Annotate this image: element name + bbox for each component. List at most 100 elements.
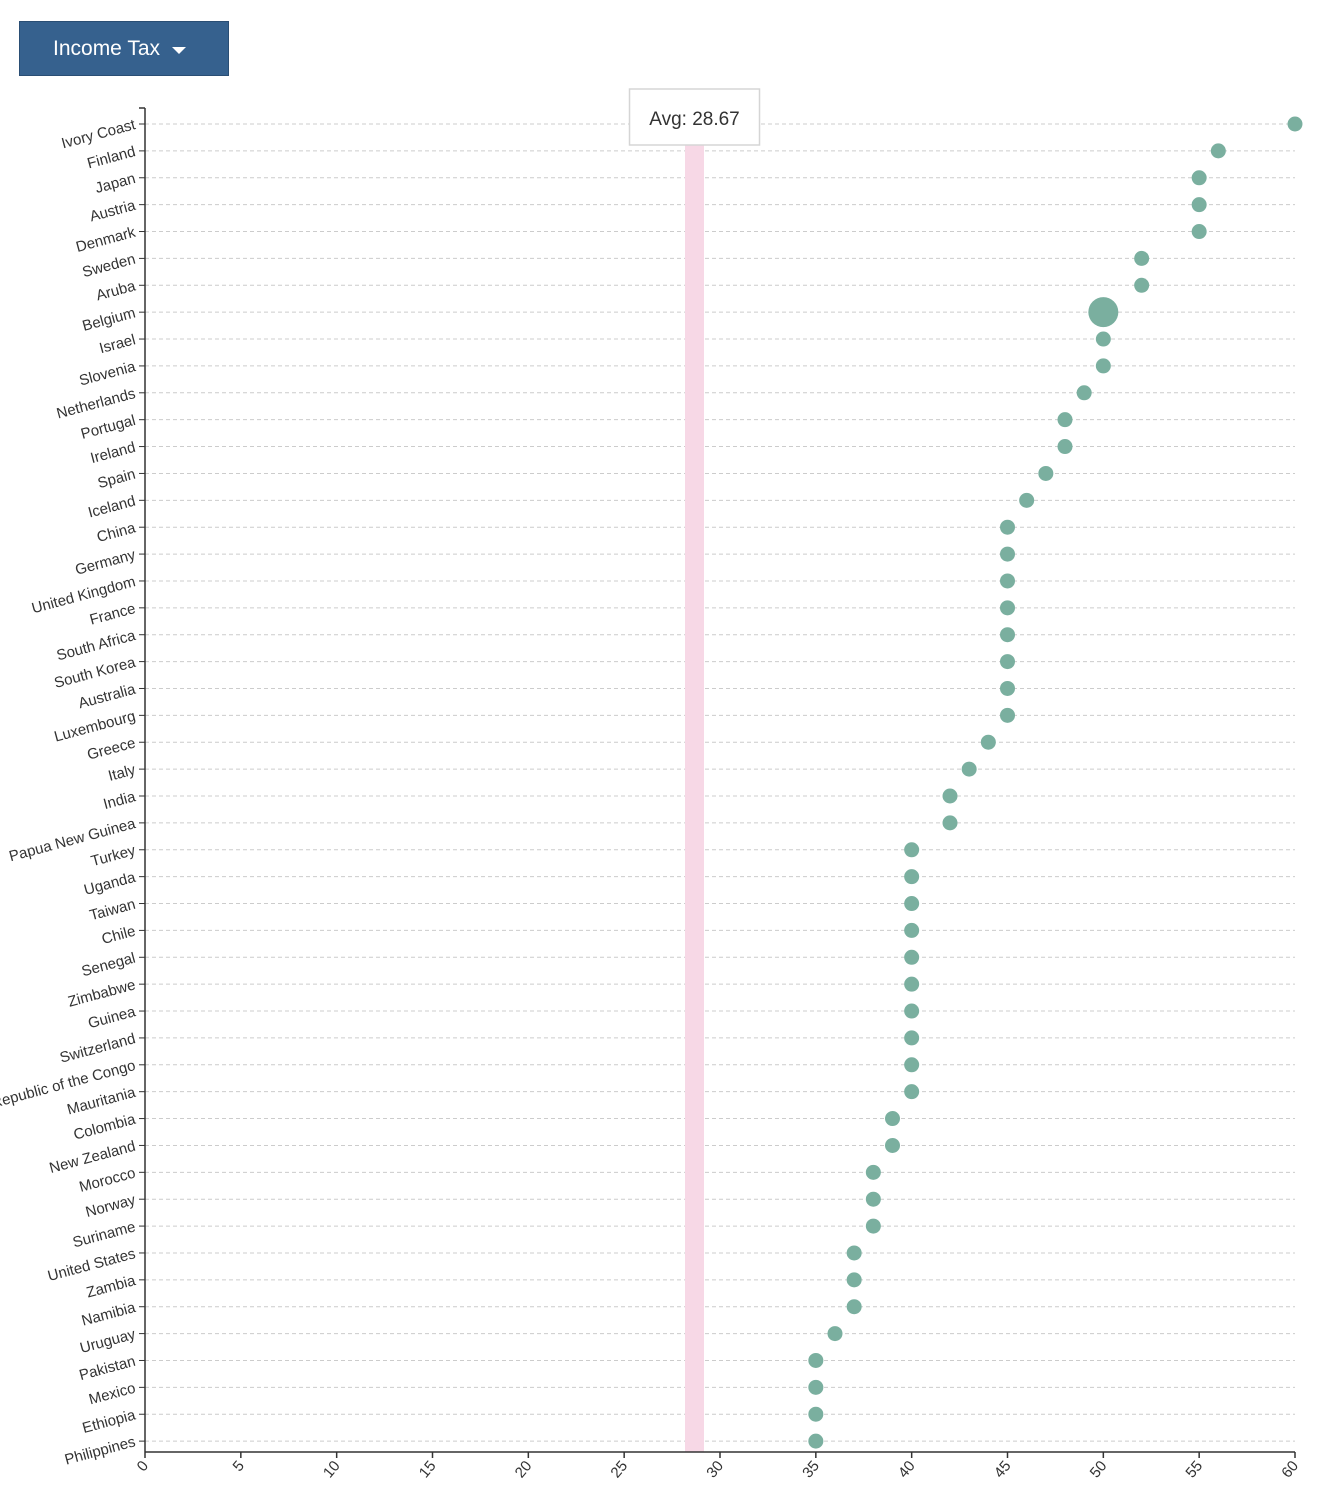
data-point[interactable] (1088, 297, 1119, 328)
income-tax-dropdown[interactable]: Income Tax (19, 21, 229, 76)
data-point[interactable] (808, 1433, 824, 1449)
data-point[interactable] (1134, 277, 1150, 293)
data-point[interactable] (1095, 358, 1111, 374)
average-band (685, 144, 705, 1452)
data-point[interactable] (1000, 627, 1015, 643)
data-point[interactable] (904, 1057, 920, 1073)
y-tick-label: Pakistan (77, 1353, 137, 1384)
data-point[interactable] (865, 1218, 881, 1234)
data-point[interactable] (808, 1406, 824, 1422)
x-tick-label: 35 (799, 1458, 823, 1482)
y-tick-label: Zambia (85, 1272, 138, 1302)
x-axis-labels: 0 5 10 15 20 25 30 35 40 45 50 55 60 (134, 1458, 1302, 1482)
y-tick-label: Finland (85, 143, 137, 172)
y-tick-label: Morocco (77, 1165, 137, 1196)
y-tick-label: Taiwan (88, 896, 138, 925)
y-tick-label: Italy (106, 761, 137, 785)
y-axis-labels: Ivory CoastFinlandJapanAustriaDenmarkSwe… (0, 116, 138, 1469)
y-tick-label: Japan (93, 170, 137, 197)
data-point[interactable] (1191, 197, 1207, 213)
data-point[interactable] (904, 1003, 920, 1019)
data-point[interactable] (904, 896, 920, 912)
data-point[interactable] (1057, 412, 1073, 428)
y-tick-label: Austria (88, 197, 138, 226)
y-tick-label: Senegal (80, 950, 138, 981)
data-point[interactable] (865, 1191, 881, 1207)
data-point[interactable] (865, 1164, 881, 1180)
y-tick-label: Philippines (63, 1433, 137, 1468)
average-tooltip: Avg: 28.67 (628, 88, 761, 146)
data-point[interactable] (980, 734, 996, 750)
y-tick-label: Turkey (89, 842, 138, 870)
data-point[interactable] (827, 1326, 843, 1342)
x-tick-label: 55 (1182, 1458, 1206, 1482)
data-point[interactable] (846, 1245, 862, 1261)
data-point[interactable] (1191, 170, 1207, 186)
y-tick-label: Aruba (94, 277, 138, 304)
y-tick-label: Namibia (80, 1299, 138, 1330)
data-point[interactable] (904, 976, 920, 992)
y-tick-label: Iceland (86, 493, 137, 522)
axes (139, 107, 1296, 1458)
y-tick-label: Uruguay (78, 1326, 138, 1357)
data-point[interactable] (846, 1272, 862, 1288)
y-tick-label: Slovenia (77, 358, 138, 389)
data-point[interactable] (1000, 707, 1015, 723)
x-tick-label: 5 (230, 1458, 248, 1475)
y-tick-label: Portugal (79, 412, 137, 443)
data-point[interactable] (904, 1084, 920, 1100)
x-tick-label: 10 (320, 1458, 344, 1482)
x-tick-label: 40 (895, 1458, 919, 1482)
y-tick-label: Belgium (81, 304, 138, 334)
y-tick-label: Chile (100, 923, 137, 948)
data-point[interactable] (1000, 600, 1015, 616)
data-point[interactable] (1076, 385, 1092, 401)
data-point[interactable] (808, 1352, 824, 1368)
data-point[interactable] (904, 869, 920, 885)
data-point[interactable] (1038, 465, 1054, 481)
data-point[interactable] (904, 922, 920, 938)
data-point[interactable] (1095, 331, 1111, 347)
data-point[interactable] (904, 842, 920, 858)
y-tick-label: Australia (77, 681, 138, 713)
y-tick-label: Guinea (86, 1003, 138, 1032)
y-tick-label: Sweden (81, 251, 138, 281)
data-point[interactable] (885, 1111, 900, 1127)
data-point[interactable] (1000, 654, 1015, 670)
data-point[interactable] (961, 761, 977, 777)
average-tooltip-box (628, 88, 761, 146)
data-point[interactable] (1019, 492, 1035, 508)
data-point[interactable] (942, 788, 958, 804)
y-tick-label: India (102, 788, 138, 813)
data-point[interactable] (1000, 519, 1015, 535)
data-point[interactable] (808, 1379, 824, 1395)
data-point[interactable] (1287, 116, 1303, 132)
data-point[interactable] (904, 949, 920, 965)
data-point[interactable] (1191, 224, 1207, 240)
data-point[interactable] (846, 1299, 862, 1315)
data-point[interactable] (904, 1030, 920, 1046)
x-tick-label: 25 (607, 1458, 631, 1482)
data-point[interactable] (1000, 546, 1015, 562)
y-tick-label: Greece (85, 735, 137, 764)
data-point[interactable] (1000, 680, 1015, 696)
y-tick-label: France (88, 600, 137, 629)
y-tick-label: China (95, 519, 138, 546)
data-point[interactable] (885, 1137, 900, 1153)
y-tick-label: Norway (84, 1191, 138, 1221)
dropdown-label: Income Tax (53, 36, 160, 60)
x-tick-label: 45 (991, 1458, 1015, 1482)
x-tick-label: 50 (1087, 1458, 1111, 1482)
average-label: Avg: 28.67 (649, 109, 740, 130)
data-point[interactable] (942, 815, 958, 831)
data-point[interactable] (1134, 250, 1150, 266)
y-tick-label: Israel (97, 331, 137, 357)
data-points (808, 116, 1303, 1449)
x-tick-label: 0 (134, 1458, 152, 1475)
x-tick-label: 30 (703, 1458, 727, 1482)
x-tick-label: 60 (1278, 1458, 1302, 1482)
data-point[interactable] (1210, 143, 1226, 159)
data-point[interactable] (1057, 439, 1073, 455)
data-point[interactable] (1000, 573, 1015, 589)
